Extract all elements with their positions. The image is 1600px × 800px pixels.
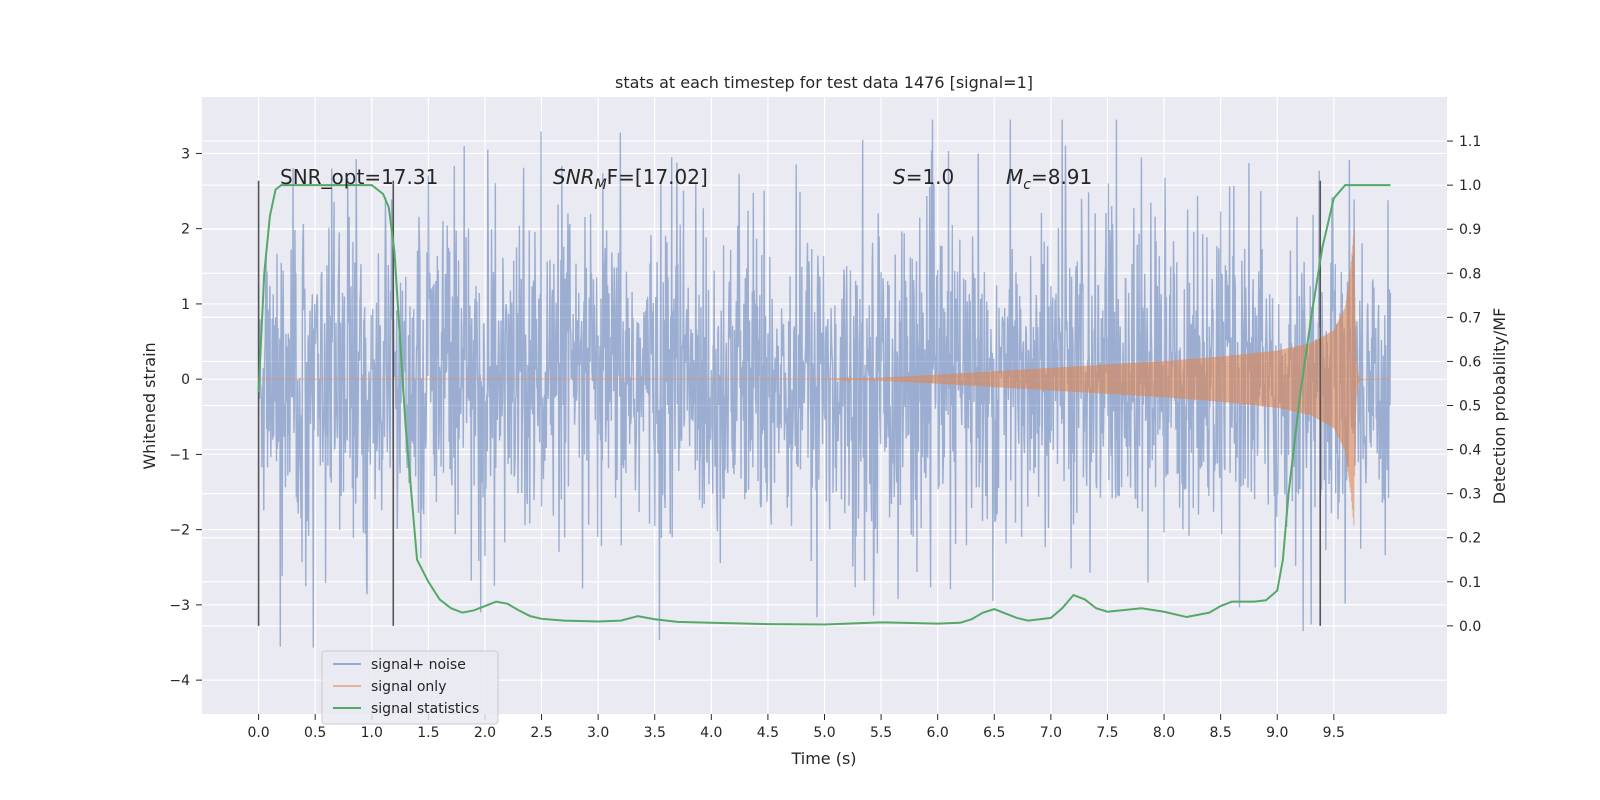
y-right-tick-label-8: 0.3 xyxy=(1459,487,1481,503)
legend-label-signal-noise: signal+ noise xyxy=(371,657,466,673)
annotation-mc: Mc=8.91 xyxy=(1006,165,1092,193)
x-tick-label-14: 7.0 xyxy=(1040,725,1062,741)
legend-box xyxy=(321,650,499,725)
y-ticks-left: 3 2 1 0 −1 −2 −3 −4 xyxy=(169,146,202,689)
y-left-tick-label-2: 1 xyxy=(181,297,190,313)
annotation-snr-opt: SNR_opt=17.31 xyxy=(280,165,438,189)
x-tick-label-8: 4.0 xyxy=(700,725,722,741)
y-left-tick-label-0: 3 xyxy=(181,146,190,162)
y-right-tick-label-0: 1.1 xyxy=(1459,134,1481,150)
legend: signal+ noise signal only signal statist… xyxy=(321,650,499,725)
annotation-snr-mf-a: SNR xyxy=(553,165,595,189)
annotation-mc-sub: c xyxy=(1023,177,1031,193)
x-tick-label-15: 7.5 xyxy=(1096,725,1118,741)
y-right-tick-label-1: 1.0 xyxy=(1459,178,1481,194)
y-right-tick-label-11: 0.0 xyxy=(1459,619,1481,635)
y-left-tick-label-3: 0 xyxy=(181,372,190,388)
x-tick-label-3: 1.5 xyxy=(417,725,439,741)
annotation-mc-sym: M xyxy=(1006,165,1023,189)
y-left-tick-label-6: −3 xyxy=(169,598,190,614)
x-tick-label-11: 5.5 xyxy=(870,725,892,741)
y-axis-label-right: Detection probability/MF xyxy=(1490,308,1509,505)
y-right-tick-label-9: 0.2 xyxy=(1459,531,1481,547)
y-ticks-right: 1.1 1.0 0.9 0.8 0.7 0.6 0.5 0.4 0.3 0.2 0.1 0.0 xyxy=(1447,134,1481,635)
x-tick-label-10: 5.0 xyxy=(813,725,835,741)
x-tick-label-17: 8.5 xyxy=(1210,725,1232,741)
y-right-tick-label-5: 0.6 xyxy=(1459,354,1481,370)
y-left-tick-label-4: −1 xyxy=(169,447,190,463)
annotation-snr-mf-sub: M xyxy=(595,177,607,193)
series-signal-noise xyxy=(257,119,1392,648)
legend-label-signal-only: signal only xyxy=(371,679,446,695)
x-tick-label-13: 6.5 xyxy=(983,725,1005,741)
y-right-tick-label-7: 0.4 xyxy=(1459,443,1481,459)
x-tick-label-5: 2.5 xyxy=(530,725,552,741)
x-tick-label-12: 6.0 xyxy=(927,725,949,741)
x-axis-label: Time (s) xyxy=(790,749,856,768)
x-tick-label-1: 0.5 xyxy=(304,725,326,741)
noise-trace xyxy=(257,119,1392,648)
x-tick-label-7: 3.5 xyxy=(644,725,666,741)
annotations: SNR_opt=17.31 SNRMF=[17.02] S=1.0 Mc=8.9… xyxy=(280,165,1092,193)
annotation-snr-mf-b: F=[17.02] xyxy=(607,165,708,189)
y-axis-label-left: Whitened strain xyxy=(140,342,159,469)
x-tick-label-18: 9.0 xyxy=(1266,725,1288,741)
y-left-tick-label-7: −4 xyxy=(169,673,190,689)
annotation-snr-mf: SNRMF=[17.02] xyxy=(553,165,708,193)
x-tick-label-19: 9.5 xyxy=(1323,725,1345,741)
y-right-tick-label-6: 0.5 xyxy=(1459,399,1481,415)
series-signal-statistics xyxy=(257,184,1391,626)
series-signal-only xyxy=(258,228,1391,526)
y-right-tick-label-4: 0.7 xyxy=(1459,310,1481,326)
y-right-tick-label-2: 0.9 xyxy=(1459,222,1481,238)
y-left-tick-label-1: 2 xyxy=(181,222,190,238)
legend-label-signal-statistics: signal statistics xyxy=(371,701,479,717)
annotation-mc-val: =8.91 xyxy=(1031,165,1092,189)
annotation-s-sym: S xyxy=(893,165,906,189)
y-right-tick-label-10: 0.1 xyxy=(1459,575,1481,591)
chirp-trace xyxy=(258,228,1391,526)
y-right-tick-label-3: 0.8 xyxy=(1459,266,1481,282)
annotation-s: S=1.0 xyxy=(893,165,954,189)
x-tick-label-6: 3.0 xyxy=(587,725,609,741)
x-tick-label-0: 0.0 xyxy=(247,725,269,741)
annotation-s-val: =1.0 xyxy=(906,165,955,189)
x-tick-label-2: 1.0 xyxy=(361,725,383,741)
chart-title: stats at each timestep for test data 147… xyxy=(615,73,1033,92)
statistics-trace xyxy=(257,184,1391,626)
x-ticks: 0.0 0.5 1.0 1.5 2.0 2.5 3.0 3.5 4.0 4.5 5.0 5.5 6.0 6… xyxy=(247,714,1345,741)
y-left-tick-label-5: −2 xyxy=(169,523,190,539)
x-tick-label-9: 4.5 xyxy=(757,725,779,741)
x-tick-label-4: 2.0 xyxy=(474,725,496,741)
x-tick-label-16: 8.0 xyxy=(1153,725,1175,741)
